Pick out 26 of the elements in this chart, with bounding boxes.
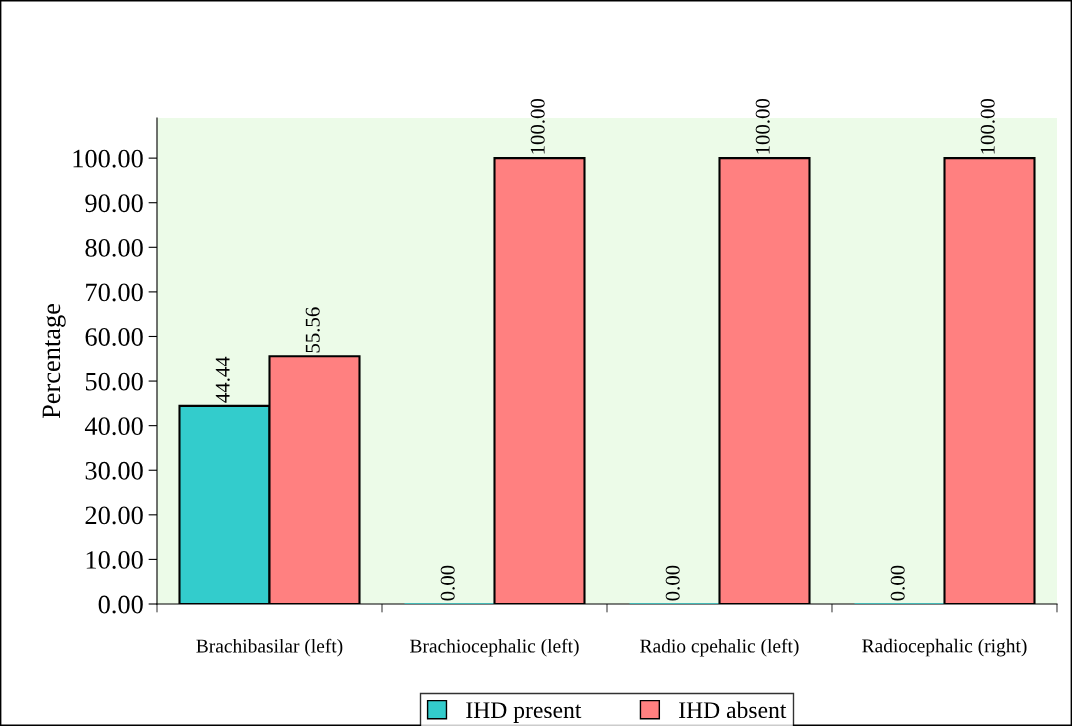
y-tick-label: 60.00 <box>85 328 143 347</box>
y-axis-title: Percentage <box>42 304 66 419</box>
data-label: 55.56 <box>305 307 320 353</box>
x-tick-label: Brachibasilar (left) <box>196 638 343 657</box>
data-label: 0.00 <box>665 565 680 601</box>
data-label: 0.00 <box>890 565 905 601</box>
y-tick-label: 80.00 <box>85 238 143 257</box>
y-tick-label: 70.00 <box>86 283 143 302</box>
y-tick-label: 50.00 <box>85 372 143 391</box>
legend-label: IHD absent <box>679 701 787 719</box>
x-tick-label: Radiocephalic (right) <box>862 638 1027 657</box>
data-label: 0.00 <box>440 565 455 601</box>
y-tick-label: 20.00 <box>85 506 143 525</box>
y-tick-label: 100.00 <box>73 149 143 168</box>
y-tick-label: 40.00 <box>84 417 143 436</box>
legend-label: IHD present <box>466 702 582 723</box>
data-label: 100.00 <box>530 98 545 154</box>
data-label: 100.00 <box>755 98 770 154</box>
y-tick-label: 30.00 <box>85 461 143 480</box>
y-tick-label: 10.00 <box>86 551 143 569</box>
y-tick-label: 90.00 <box>85 194 143 213</box>
x-tick-label: Radio cpehalic (left) <box>640 638 799 657</box>
y-tick-label: 0.00 <box>98 595 143 614</box>
data-label: 100.00 <box>980 98 995 154</box>
x-tick-label: Brachiocephalic (left) <box>410 638 579 657</box>
data-label: 44.44 <box>215 356 230 403</box>
